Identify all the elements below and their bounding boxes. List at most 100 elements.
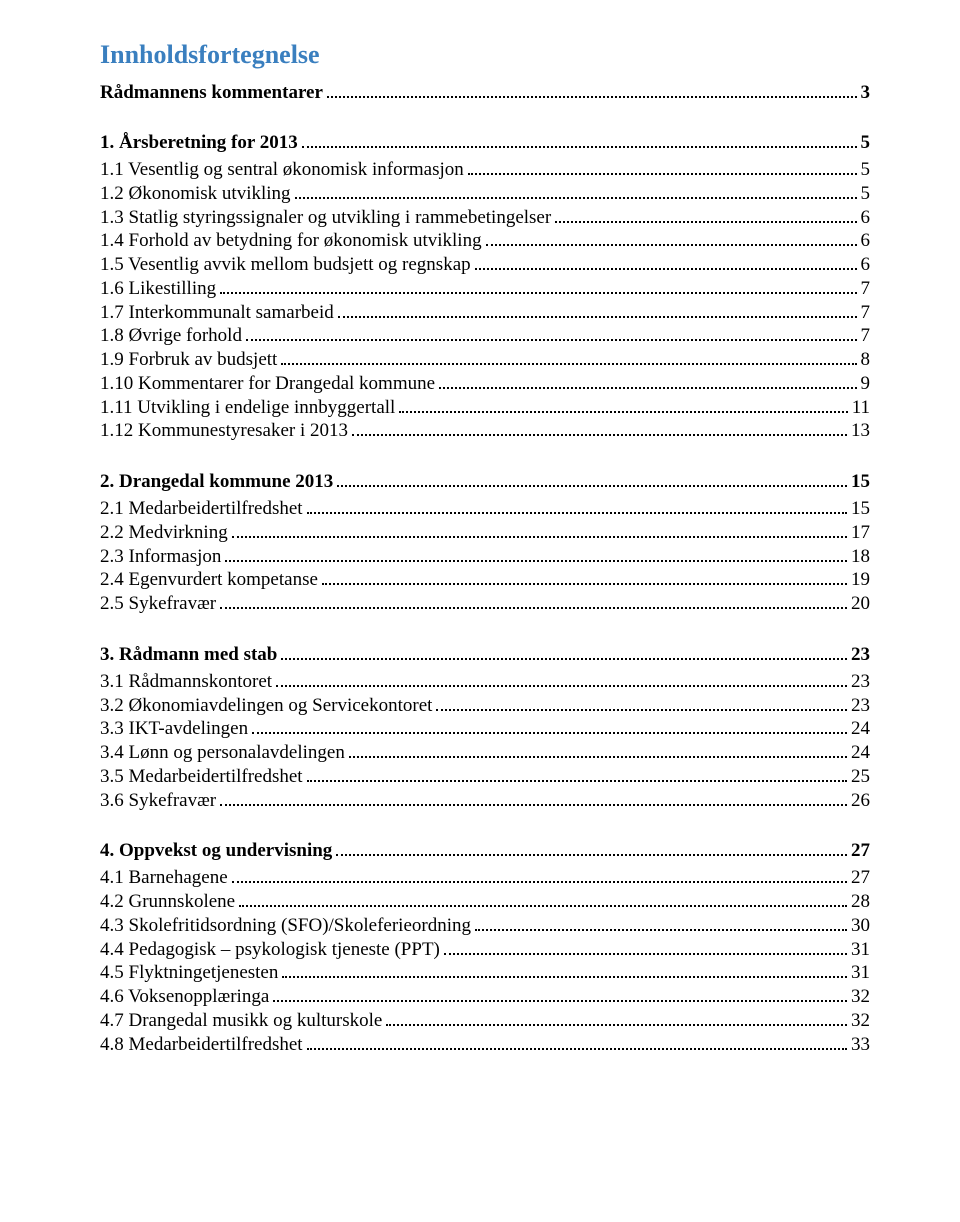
toc-entry[interactable]: 1.11 Utvikling i endelige innbyggertall1… xyxy=(100,396,870,420)
toc-leader-dots xyxy=(327,96,857,98)
toc-entry-page: 5 xyxy=(861,182,871,206)
toc-entry[interactable]: 1.6 Likestilling7 xyxy=(100,277,870,301)
toc-leader-dots xyxy=(302,146,857,148)
toc-entry[interactable]: 3.6 Sykefravær26 xyxy=(100,789,870,813)
toc-heading-page: 15 xyxy=(851,471,870,493)
toc-entry[interactable]: 4.7 Drangedal musikk og kulturskole 32 xyxy=(100,1009,870,1033)
toc-entry-label: 1.3 Statlig styringssignaler og utviklin… xyxy=(100,206,551,230)
toc-entry-page: 25 xyxy=(851,765,870,789)
toc-entry-label: 4.5 Flyktningetjenesten xyxy=(100,961,278,985)
toc-leader-dots xyxy=(322,583,847,585)
toc-entry[interactable]: 4.1 Barnehagene27 xyxy=(100,866,870,890)
toc-section: 2. Drangedal kommune 2013152.1 Medarbeid… xyxy=(100,471,870,616)
toc-leader-dots xyxy=(273,1000,847,1002)
toc-entry[interactable]: 1.1 Vesentlig og sentral økonomisk infor… xyxy=(100,158,870,182)
toc-heading-label: 1. Årsberetning for 2013 xyxy=(100,132,298,154)
toc-entry[interactable]: 4.3 Skolefritidsordning (SFO)/Skoleferie… xyxy=(100,914,870,938)
toc-leader-dots xyxy=(281,658,847,660)
toc-entry[interactable]: 1.2 Økonomisk utvikling 5 xyxy=(100,182,870,206)
toc-heading-page: 23 xyxy=(851,644,870,666)
toc-entry[interactable]: 1.7 Interkommunalt samarbeid 7 xyxy=(100,301,870,325)
toc-entry-page: 28 xyxy=(851,890,870,914)
toc-entry[interactable]: 1.8 Øvrige forhold7 xyxy=(100,324,870,348)
toc-entry-label: 4.7 Drangedal musikk og kulturskole xyxy=(100,1009,382,1033)
toc-leader-dots xyxy=(486,244,857,246)
toc-leader-dots xyxy=(336,854,847,856)
toc-heading-page: 5 xyxy=(861,132,871,154)
toc-entry-label: 4.8 Medarbeidertilfredshet xyxy=(100,1033,303,1057)
toc-leader-dots xyxy=(281,363,856,365)
toc-entry-page: 8 xyxy=(861,348,871,372)
document-title: Innholdsfortegnelse xyxy=(100,40,870,70)
toc-entry-page: 7 xyxy=(861,277,871,301)
toc-entry-page: 6 xyxy=(861,253,871,277)
toc-entry-label: 1.5 Vesentlig avvik mellom budsjett og r… xyxy=(100,253,471,277)
toc-entry[interactable]: 3.1 Rådmannskontoret23 xyxy=(100,670,870,694)
toc-section-heading[interactable]: Rådmannens kommentarer 3 xyxy=(100,82,870,104)
toc-entry[interactable]: 2.5 Sykefravær20 xyxy=(100,592,870,616)
toc-entry[interactable]: 2.4 Egenvurdert kompetanse19 xyxy=(100,568,870,592)
toc-leader-dots xyxy=(439,387,856,389)
toc-entry[interactable]: 2.3 Informasjon 18 xyxy=(100,545,870,569)
toc-section-heading[interactable]: 1. Årsberetning for 2013 5 xyxy=(100,132,870,154)
toc-entry[interactable]: 4.8 Medarbeidertilfredshet33 xyxy=(100,1033,870,1057)
toc-entry-page: 7 xyxy=(861,301,871,325)
toc-heading-label: 2. Drangedal kommune 2013 xyxy=(100,471,333,493)
toc-entry-label: 1.1 Vesentlig og sentral økonomisk infor… xyxy=(100,158,464,182)
toc-entry-label: 2.1 Medarbeidertilfredshet xyxy=(100,497,303,521)
toc-leader-dots xyxy=(276,685,847,687)
toc-section: 3. Rådmann med stab23 3.1 Rådmannskontore… xyxy=(100,644,870,813)
toc-leader-dots xyxy=(246,339,857,341)
toc-entry-label: 2.2 Medvirkning xyxy=(100,521,228,545)
toc-entry-label: 3.1 Rådmannskontoret xyxy=(100,670,272,694)
toc-entry[interactable]: 2.1 Medarbeidertilfredshet 15 xyxy=(100,497,870,521)
toc-entry[interactable]: 1.10 Kommentarer for Drangedal kommune9 xyxy=(100,372,870,396)
toc-leader-dots xyxy=(239,905,847,907)
toc-entry-page: 30 xyxy=(851,914,870,938)
toc-entry-label: 3.6 Sykefravær xyxy=(100,789,216,813)
toc-entry-label: 1.7 Interkommunalt samarbeid xyxy=(100,301,334,325)
toc-section: 4. Oppvekst og undervisning27 4.1 Barneha… xyxy=(100,840,870,1056)
toc-entry-page: 27 xyxy=(851,866,870,890)
toc-entry-page: 6 xyxy=(861,206,871,230)
toc-entry-label: 2.3 Informasjon xyxy=(100,545,221,569)
toc-leader-dots xyxy=(338,316,857,318)
toc-section: Rådmannens kommentarer 3 xyxy=(100,82,870,104)
toc-entry[interactable]: 4.6 Voksenopplæringa32 xyxy=(100,985,870,1009)
toc-leader-dots xyxy=(220,292,856,294)
toc-section-heading[interactable]: 4. Oppvekst og undervisning27 xyxy=(100,840,870,862)
toc-heading-page: 3 xyxy=(861,82,871,104)
toc-entry[interactable]: 1.3 Statlig styringssignaler og utviklin… xyxy=(100,206,870,230)
toc-entry-page: 15 xyxy=(851,497,870,521)
toc-entry[interactable]: 3.3 IKT-avdelingen24 xyxy=(100,717,870,741)
toc-leader-dots xyxy=(337,485,847,487)
toc-entry-page: 5 xyxy=(861,158,871,182)
toc-entry[interactable]: 1.9 Forbruk av budsjett 8 xyxy=(100,348,870,372)
toc-entry[interactable]: 4.5 Flyktningetjenesten31 xyxy=(100,961,870,985)
toc-entry-label: 4.3 Skolefritidsordning (SFO)/Skoleferie… xyxy=(100,914,471,938)
toc-entry-page: 32 xyxy=(851,1009,870,1033)
toc-entry[interactable]: 4.2 Grunnskolene 28 xyxy=(100,890,870,914)
toc-entry[interactable]: 4.4 Pedagogisk – psykologisk tjeneste (P… xyxy=(100,938,870,962)
toc-entry-page: 18 xyxy=(851,545,870,569)
toc-leader-dots xyxy=(220,607,847,609)
toc-entry[interactable]: 3.4 Lønn og personalavdelingen24 xyxy=(100,741,870,765)
toc-heading-label: Rådmannens kommentarer xyxy=(100,82,323,104)
toc-entry[interactable]: 3.5 Medarbeidertilfredshet 25 xyxy=(100,765,870,789)
toc-entry[interactable]: 1.12 Kommunestyresaker i 201313 xyxy=(100,419,870,443)
toc-entry-label: 3.2 Økonomiavdelingen og Servicekontoret xyxy=(100,694,432,718)
toc-entry-label: 3.5 Medarbeidertilfredshet xyxy=(100,765,303,789)
toc-entry[interactable]: 1.4 Forhold av betydning for økonomisk u… xyxy=(100,229,870,253)
toc-entry-label: 1.12 Kommunestyresaker i 2013 xyxy=(100,419,348,443)
toc-leader-dots xyxy=(468,173,857,175)
toc-section-heading[interactable]: 2. Drangedal kommune 2013 15 xyxy=(100,471,870,493)
toc-entry-page: 17 xyxy=(851,521,870,545)
toc-entry[interactable]: 3.2 Økonomiavdelingen og Servicekontoret… xyxy=(100,694,870,718)
toc-section-heading[interactable]: 3. Rådmann med stab23 xyxy=(100,644,870,666)
toc-entry-label: 4.2 Grunnskolene xyxy=(100,890,235,914)
toc-entry-label: 1.9 Forbruk av budsjett xyxy=(100,348,277,372)
toc-entry[interactable]: 2.2 Medvirkning 17 xyxy=(100,521,870,545)
toc-entry-label: 1.2 Økonomisk utvikling xyxy=(100,182,291,206)
toc-entry[interactable]: 1.5 Vesentlig avvik mellom budsjett og r… xyxy=(100,253,870,277)
toc-leader-dots xyxy=(307,512,847,514)
